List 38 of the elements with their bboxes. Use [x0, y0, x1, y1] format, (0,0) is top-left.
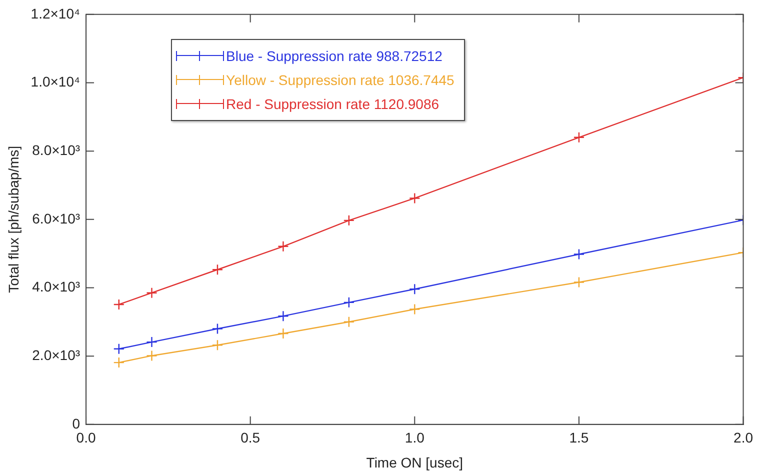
point — [409, 284, 420, 295]
point — [573, 276, 585, 288]
x-tick-label: 2.0 — [734, 430, 754, 446]
point — [212, 264, 224, 276]
legend-label: Yellow - Suppression rate 1036.7445 — [226, 72, 454, 88]
point — [573, 248, 585, 260]
point — [113, 356, 124, 368]
y-tick-label: 1.2×10⁴ — [30, 5, 80, 22]
point — [146, 350, 158, 362]
legend-label: Red - Suppression rate 1120.9086 — [226, 96, 440, 112]
y-axis-title: Total flux [ph/subap/ms] — [5, 146, 22, 293]
legend-label: Blue - Suppression rate 988.72512 — [226, 48, 442, 64]
point — [113, 298, 124, 310]
x-axis-title: Time ON [usec] — [366, 454, 464, 470]
point — [409, 304, 420, 315]
point — [278, 328, 289, 340]
x-tick-label: 1.5 — [569, 430, 589, 446]
y-tick-label: 6.0×10³ — [32, 210, 80, 226]
point — [573, 132, 585, 143]
x-tick-label: 1.0 — [404, 430, 425, 446]
y-tick-label: 4.0×10³ — [32, 278, 80, 295]
point — [212, 340, 224, 351]
y-tick-label: 0 — [72, 415, 80, 432]
point — [113, 343, 124, 354]
point — [146, 287, 158, 298]
x-tick-label: 0.0 — [76, 430, 96, 446]
point — [278, 310, 289, 322]
point — [409, 192, 420, 204]
y-tick-label: 2.0×10³ — [32, 346, 80, 363]
point — [343, 296, 355, 308]
y-tick-label: 1.0×10⁴ — [30, 74, 80, 90]
point — [343, 214, 355, 226]
point — [212, 323, 224, 334]
y-tick-label: 8.0×10³ — [32, 142, 80, 158]
x-tick-label: 0.5 — [240, 430, 260, 446]
point — [146, 336, 158, 348]
point — [343, 316, 355, 328]
point — [278, 240, 289, 252]
